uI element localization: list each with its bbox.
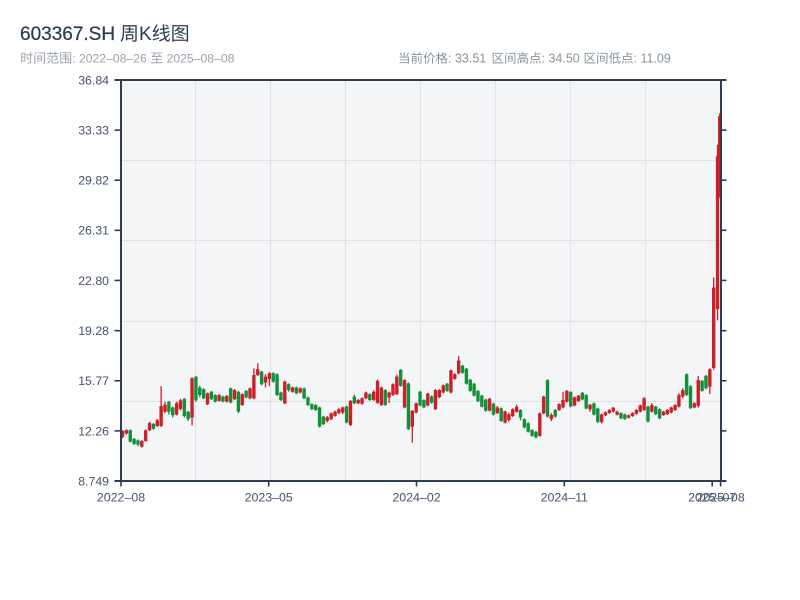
- svg-text:2025–08: 2025–08: [696, 491, 744, 505]
- svg-text:: 2022–08–26: : 2022–08–26: [72, 52, 147, 66]
- svg-text:2025–08–08: 2025–08–08: [167, 52, 235, 66]
- svg-text:2024–11: 2024–11: [541, 491, 588, 505]
- svg-text:36.84: 36.84: [78, 73, 109, 87]
- svg-text:33.33: 33.33: [78, 124, 109, 138]
- svg-text:8.749: 8.749: [78, 474, 109, 488]
- svg-text:15.77: 15.77: [78, 374, 109, 388]
- svg-text:2023–05: 2023–05: [245, 491, 293, 505]
- svg-text:: 11.09: : 11.09: [634, 52, 671, 66]
- svg-text:603367.SH: 603367.SH: [20, 24, 115, 45]
- svg-text:29.82: 29.82: [78, 174, 109, 188]
- svg-text:K: K: [139, 24, 152, 45]
- svg-text:: 33.51: : 33.51: [448, 52, 486, 66]
- svg-text:2025–07: 2025–07: [688, 491, 736, 505]
- svg-text:19.28: 19.28: [78, 324, 109, 338]
- svg-text:22.80: 22.80: [78, 274, 109, 288]
- svg-text:2022–08: 2022–08: [97, 491, 145, 505]
- svg-text:26.31: 26.31: [78, 224, 109, 238]
- svg-text:: 34.50: : 34.50: [542, 52, 580, 66]
- svg-text:12.26: 12.26: [78, 424, 109, 438]
- svg-text:2024–02: 2024–02: [392, 491, 440, 505]
